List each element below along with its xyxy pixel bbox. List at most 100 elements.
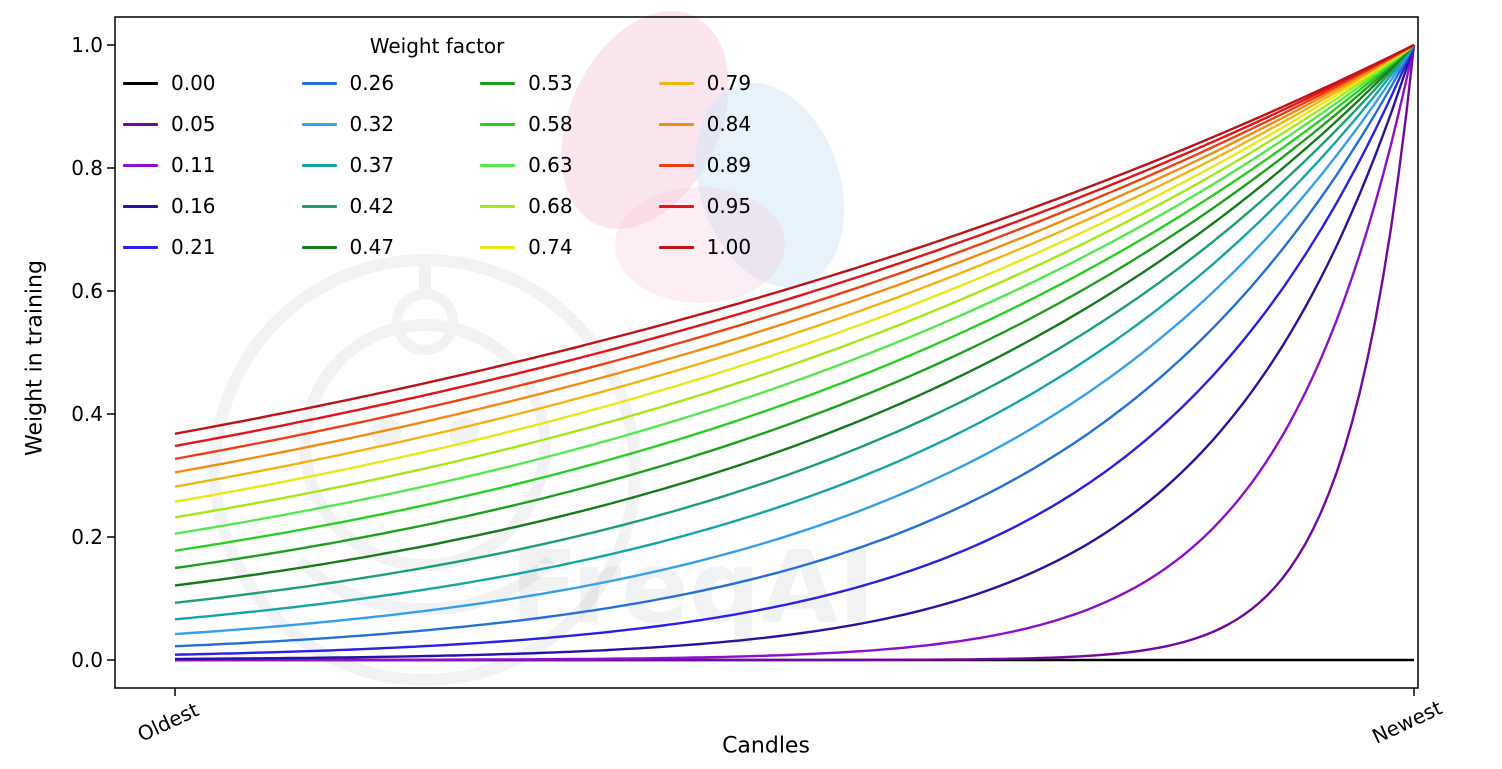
legend-label: 0.11 (171, 153, 216, 177)
legend-line-swatch (658, 81, 694, 85)
watermark-leaf-blue (695, 82, 845, 288)
legend-item: 0.16 (123, 194, 216, 218)
legend-line-swatch (301, 163, 337, 167)
legend-line-swatch (123, 163, 158, 167)
legend-label: 0.05 (171, 112, 216, 136)
curve-weight-factor-0.16 (175, 44, 1416, 661)
legend-label: 0.53 (528, 71, 573, 95)
legend-label: 0.32 (349, 112, 395, 136)
legend-line-swatch (658, 122, 694, 126)
curve-weight-factor-0.11 (175, 44, 1416, 662)
y-tick-label: 1.0 (71, 33, 103, 57)
legend-line-swatch (658, 204, 694, 208)
curve-weight-factor-0.21 (174, 44, 1416, 656)
legend-column: 0.53 0.58 0.63 0.68 0.74 (480, 71, 573, 259)
freqai-watermark-text: FreqAI (510, 529, 875, 646)
legend-label: 0.42 (349, 194, 395, 218)
legend-column: 0.00 0.05 0.11 0.16 0.21 (123, 71, 216, 259)
legend-label: 0.21 (171, 235, 216, 259)
curve-weight-factor-0.42 (174, 44, 1415, 604)
legend-item: 0.00 (123, 71, 216, 95)
y-tick-label: 0.4 (71, 402, 103, 426)
curve-weight-factor-0.37 (174, 44, 1415, 621)
legend-item: 0.53 (480, 71, 573, 95)
curve-weight-factor-0.84 (174, 43, 1415, 474)
curve-weight-factor-0.95 (174, 43, 1415, 448)
legend-line-swatch (123, 122, 158, 126)
legend-title: Weight factor (369, 34, 505, 58)
legend-label: 0.74 (528, 235, 573, 259)
legend-line-swatch (480, 122, 516, 126)
legend-label: 0.26 (349, 71, 395, 95)
legend-item: 0.74 (480, 235, 573, 259)
legend-item: 0.84 (658, 112, 752, 136)
curve-weight-factor-1.00 (174, 43, 1415, 435)
curve-weight-factor-0.53 (174, 44, 1415, 570)
legend-label: 0.16 (171, 194, 216, 218)
legend-item: 0.26 (301, 71, 395, 95)
curve-weight-factor-0.68 (174, 44, 1415, 519)
legend-line-swatch (301, 122, 337, 126)
legend-line-swatch (123, 245, 158, 249)
legend-item: 0.79 (658, 71, 752, 95)
curve-weight-factor-0.58 (174, 44, 1415, 552)
watermark-leaf-pink-2 (615, 187, 785, 303)
legend-line-swatch (480, 245, 516, 249)
legend-label: 0.58 (528, 112, 573, 136)
legend-line-swatch (301, 204, 337, 208)
legend-line-swatch (123, 204, 158, 208)
curve-weight-factor-0.47 (174, 44, 1415, 587)
legend-label: 1.00 (706, 235, 752, 259)
legend-line-swatch (301, 245, 337, 249)
curve-weight-factor-0.74 (174, 44, 1415, 503)
legend-label: 0.63 (528, 153, 573, 177)
legend-item: 0.68 (480, 194, 573, 218)
legend-column: 0.26 0.32 0.37 0.42 0.47 (301, 71, 395, 259)
legend-label: 0.95 (706, 194, 752, 218)
y-tick-label: 0.8 (71, 156, 103, 180)
legend-label: 0.37 (349, 153, 395, 177)
legend-line-swatch (301, 81, 337, 85)
legend-item: 0.95 (658, 194, 752, 218)
legend-line-swatch (658, 245, 694, 249)
y-tick-label: 0.0 (71, 648, 103, 672)
legend-item: 0.42 (301, 194, 395, 218)
legend-line-swatch (480, 204, 516, 208)
legend-line-swatch (123, 81, 158, 85)
legend: Weight factor 0.00 0.05 0.11 0.16 0.21 0.26 0.… (123, 34, 751, 259)
watermark-leaf-pink (561, 11, 729, 229)
curve-weight-factor-0.63 (174, 44, 1415, 535)
legend-item: 0.37 (301, 153, 395, 177)
legend-label: 0.47 (349, 235, 395, 259)
legend-column: 0.79 0.84 0.89 0.95 1.00 (658, 71, 752, 259)
legend-label: 0.89 (706, 153, 752, 177)
legend-label: 0.00 (171, 71, 216, 95)
curve-weight-factor-0.79 (174, 43, 1415, 488)
legend-label: 0.68 (528, 194, 573, 218)
legend-line-swatch (480, 81, 516, 85)
legend-item: 0.11 (123, 153, 216, 177)
y-tick-label: 0.6 (71, 279, 103, 303)
legend-label: 0.79 (706, 71, 752, 95)
legend-item: 0.32 (301, 112, 395, 136)
curve-weight-factor-0.89 (174, 43, 1415, 461)
y-tick-label: 0.2 (71, 525, 103, 549)
legend-grid: 0.00 0.05 0.11 0.16 0.21 0.26 0.32 0.37 0.42 0.47… (123, 71, 751, 259)
legend-item: 0.05 (123, 112, 216, 136)
legend-line-swatch (480, 163, 516, 167)
legend-item: 0.21 (123, 235, 216, 259)
legend-item: 0.63 (480, 153, 573, 177)
legend-item: 0.58 (480, 112, 573, 136)
legend-item: 0.89 (658, 153, 752, 177)
y-axis-label: Weight in training (22, 260, 48, 456)
legend-item: 1.00 (658, 235, 752, 259)
axes-frame (114, 16, 1419, 689)
legend-item: 0.47 (301, 235, 395, 259)
curve-weight-factor-0.26 (174, 44, 1416, 648)
legend-label: 0.84 (706, 112, 752, 136)
curve-weight-factor-0.32 (174, 44, 1416, 636)
x-axis-label: Candles (722, 733, 810, 759)
legend-line-swatch (658, 163, 694, 167)
